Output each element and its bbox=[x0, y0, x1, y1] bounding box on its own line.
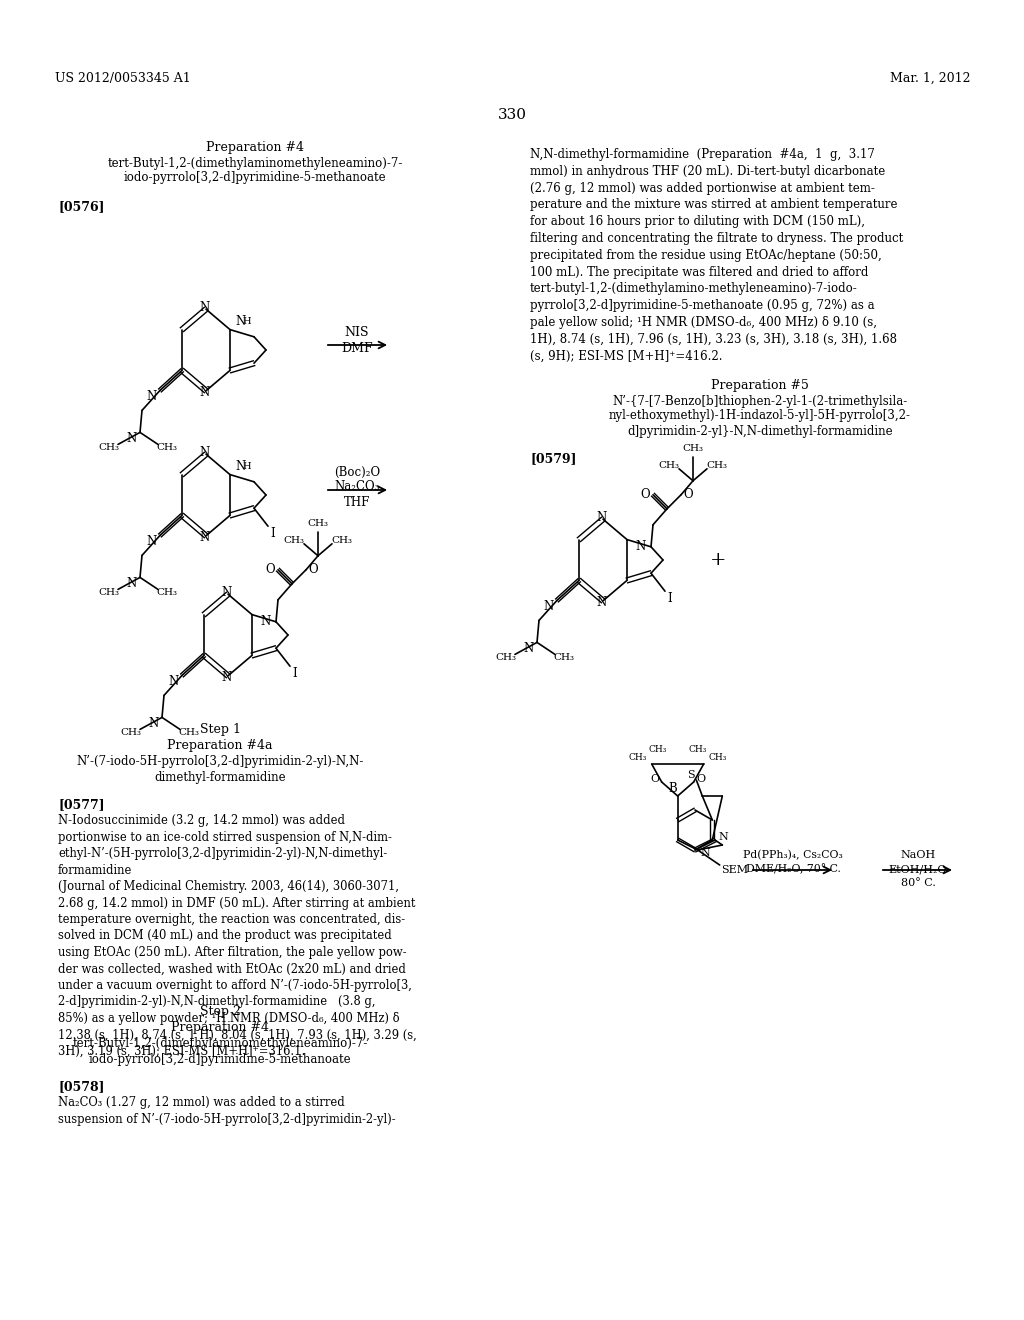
Text: N: N bbox=[236, 459, 246, 473]
Text: Preparation #4: Preparation #4 bbox=[206, 141, 304, 154]
Text: N: N bbox=[700, 847, 711, 858]
Text: CH₃: CH₃ bbox=[284, 536, 304, 545]
Text: Mar. 1, 2012: Mar. 1, 2012 bbox=[890, 73, 970, 84]
Text: NIS: NIS bbox=[345, 326, 370, 338]
Text: dimethyl-formamidine: dimethyl-formamidine bbox=[155, 771, 286, 784]
Text: Preparation #4: Preparation #4 bbox=[171, 1022, 269, 1035]
Text: THF: THF bbox=[344, 495, 371, 508]
Text: CH₃: CH₃ bbox=[178, 727, 200, 737]
Text: Step 2: Step 2 bbox=[200, 1006, 241, 1019]
Text: DMF: DMF bbox=[341, 342, 373, 355]
Text: US 2012/0053345 A1: US 2012/0053345 A1 bbox=[55, 73, 190, 84]
Text: Step 1: Step 1 bbox=[200, 723, 241, 737]
Text: CH₃: CH₃ bbox=[709, 754, 727, 763]
Text: CH₃: CH₃ bbox=[121, 727, 141, 737]
Text: N: N bbox=[718, 832, 728, 842]
Text: I: I bbox=[668, 591, 673, 605]
Text: CH₃: CH₃ bbox=[658, 461, 680, 470]
Text: CH₃: CH₃ bbox=[98, 587, 120, 597]
Text: Pd(PPh₃)₄, Cs₂CO₃: Pd(PPh₃)₄, Cs₂CO₃ bbox=[743, 850, 843, 861]
Text: H: H bbox=[243, 317, 251, 326]
Text: O: O bbox=[650, 774, 659, 784]
Text: Na₂CO₃: Na₂CO₃ bbox=[334, 480, 380, 494]
Text: CH₃: CH₃ bbox=[98, 444, 120, 451]
Text: O: O bbox=[265, 564, 274, 577]
Text: N: N bbox=[127, 577, 137, 590]
Text: CH₃: CH₃ bbox=[629, 754, 647, 763]
Text: N: N bbox=[261, 615, 271, 628]
Text: N: N bbox=[200, 446, 210, 459]
Text: N: N bbox=[597, 511, 607, 524]
Text: CH₃: CH₃ bbox=[554, 653, 574, 661]
Text: N,N-dimethyl-formamidine  (Preparation  #4a,  1  g,  3.17
mmol) in anhydrous THF: N,N-dimethyl-formamidine (Preparation #4… bbox=[530, 148, 903, 363]
Text: N: N bbox=[222, 672, 232, 684]
Text: CH₃: CH₃ bbox=[496, 653, 516, 661]
Text: N: N bbox=[236, 314, 246, 327]
Text: I: I bbox=[293, 667, 297, 680]
Text: N: N bbox=[127, 432, 137, 445]
Text: [0576]: [0576] bbox=[58, 201, 104, 213]
Text: N: N bbox=[524, 642, 535, 655]
Text: N: N bbox=[222, 586, 232, 599]
Text: N’-{7-[7-Benzo[b]thiophen-2-yl-1-(2-trimethylsila-: N’-{7-[7-Benzo[b]thiophen-2-yl-1-(2-trim… bbox=[612, 395, 907, 408]
Text: H: H bbox=[243, 462, 251, 471]
Text: Preparation #4a: Preparation #4a bbox=[167, 739, 272, 752]
Text: CH₃: CH₃ bbox=[683, 445, 703, 453]
Text: [0579]: [0579] bbox=[530, 451, 577, 465]
Text: I: I bbox=[270, 527, 275, 540]
Text: CH₃: CH₃ bbox=[648, 746, 667, 755]
Text: [0578]: [0578] bbox=[58, 1080, 104, 1093]
Text: tert-Butyl-1,2-(dimethylaminomethyleneamino)-7-: tert-Butyl-1,2-(dimethylaminomethyleneam… bbox=[73, 1038, 368, 1051]
Text: N: N bbox=[146, 535, 157, 548]
Text: CH₃: CH₃ bbox=[332, 536, 352, 545]
Text: N: N bbox=[200, 387, 210, 399]
Text: d]pyrimidin-2-yl}-N,N-dimethyl-formamidine: d]pyrimidin-2-yl}-N,N-dimethyl-formamidi… bbox=[627, 425, 893, 438]
Text: (Boc)₂O: (Boc)₂O bbox=[334, 466, 380, 479]
Text: Preparation #5: Preparation #5 bbox=[711, 379, 809, 392]
Text: [0577]: [0577] bbox=[58, 799, 104, 810]
Text: CH₃: CH₃ bbox=[307, 519, 329, 528]
Text: N: N bbox=[148, 717, 159, 730]
Text: iodo-pyrrolo[3,2-d]pyrimidine-5-methanoate: iodo-pyrrolo[3,2-d]pyrimidine-5-methanoa… bbox=[89, 1053, 351, 1067]
Text: CH₃: CH₃ bbox=[157, 444, 177, 451]
Text: nyl-ethoxymethyl)-1H-indazol-5-yl]-5H-pyrrolo[3,2-: nyl-ethoxymethyl)-1H-indazol-5-yl]-5H-py… bbox=[609, 409, 911, 422]
Text: N: N bbox=[146, 389, 157, 403]
Text: O: O bbox=[696, 774, 706, 784]
Text: Na₂CO₃ (1.27 g, 12 mmol) was added to a stirred
suspension of N’-(7-iodo-5H-pyrr: Na₂CO₃ (1.27 g, 12 mmol) was added to a … bbox=[58, 1096, 395, 1126]
Text: N: N bbox=[597, 597, 607, 610]
Text: O: O bbox=[640, 488, 650, 502]
Text: EtOH/H₂O: EtOH/H₂O bbox=[889, 865, 947, 874]
Text: CH₃: CH₃ bbox=[688, 746, 707, 755]
Text: DME/H₂O, 70° C.: DME/H₂O, 70° C. bbox=[745, 863, 841, 874]
Text: N: N bbox=[169, 675, 179, 688]
Text: N: N bbox=[544, 599, 554, 612]
Text: NaOH: NaOH bbox=[900, 850, 936, 861]
Text: N-Iodosuccinimide (3.2 g, 14.2 mmol) was added
portionwise to an ice-cold stirre: N-Iodosuccinimide (3.2 g, 14.2 mmol) was… bbox=[58, 814, 417, 1059]
Text: 330: 330 bbox=[498, 108, 526, 121]
Text: N: N bbox=[200, 301, 210, 314]
Text: B: B bbox=[669, 783, 677, 796]
Text: +: + bbox=[710, 550, 726, 569]
Text: iodo-pyrrolo[3,2-d]pyrimidine-5-methanoate: iodo-pyrrolo[3,2-d]pyrimidine-5-methanoa… bbox=[124, 172, 386, 185]
Text: CH₃: CH₃ bbox=[157, 587, 177, 597]
Text: N’-(7-iodo-5H-pyrrolo[3,2-d]pyrimidin-2-yl)-N,N-: N’-(7-iodo-5H-pyrrolo[3,2-d]pyrimidin-2-… bbox=[77, 755, 364, 768]
Text: N: N bbox=[200, 531, 210, 544]
Text: O: O bbox=[683, 488, 693, 502]
Text: tert-Butyl-1,2-(dimethylaminomethyleneamino)-7-: tert-Butyl-1,2-(dimethylaminomethyleneam… bbox=[108, 157, 402, 169]
Text: O: O bbox=[308, 564, 317, 577]
Text: CH₃: CH₃ bbox=[707, 461, 727, 470]
Text: SEM: SEM bbox=[721, 865, 749, 875]
Text: S: S bbox=[687, 770, 695, 780]
Text: 80° C.: 80° C. bbox=[900, 878, 936, 888]
Text: N: N bbox=[636, 540, 646, 553]
